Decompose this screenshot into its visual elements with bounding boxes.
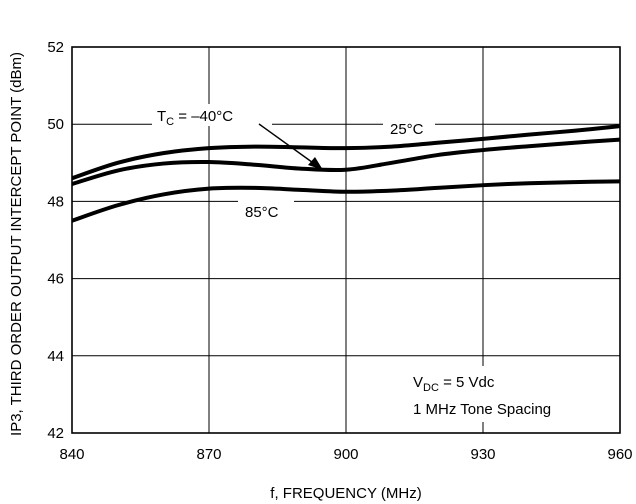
tc-label: TC = –40°C [157,108,233,128]
tone-spacing-label: 1 MHz Tone Spacing [413,401,551,418]
x-tick-label: 840 [59,446,84,463]
x-tick-label: 900 [333,446,358,463]
x-axis-ticks: 840 870 900 930 960 [59,446,632,463]
tc-arrow-line [258,123,317,166]
tc-arrowhead [308,157,323,170]
x-tick-label: 930 [470,446,495,463]
label-85-bg [238,200,294,224]
x-axis-title: f, FREQUENCY (MHz) [270,485,421,502]
y-axis-title: IP3, THIRD ORDER OUTPUT INTERCEPT POINT … [8,52,25,436]
vdc-label: VDC = 5 Vdc [413,374,495,394]
plot-frame [71,46,621,434]
label-25-bg [383,116,435,140]
series-group [71,124,621,223]
y-tick-label: 42 [47,425,64,442]
series-line--40C [71,137,621,186]
x-tick-label: 870 [196,446,221,463]
y-tick-label: 50 [47,116,64,133]
series-line-25C [71,124,621,181]
series-line-85C [71,179,621,223]
y-tick-label: 44 [47,348,64,365]
tc-label-bg [152,104,272,126]
y-tick-label: 52 [47,39,64,56]
annotations: TC = –40°C 25°C 85°C VDC = 5 Vdc 1 MHz T… [152,104,586,422]
label-25c: 25°C [390,121,424,138]
x-tick-label: 960 [607,446,632,463]
y-axis-ticks: 42 44 46 48 50 52 [47,39,64,442]
y-tick-label: 46 [47,271,64,288]
y-tick-label: 48 [47,193,64,210]
note-bg [396,366,586,422]
label-85c: 85°C [245,204,279,221]
